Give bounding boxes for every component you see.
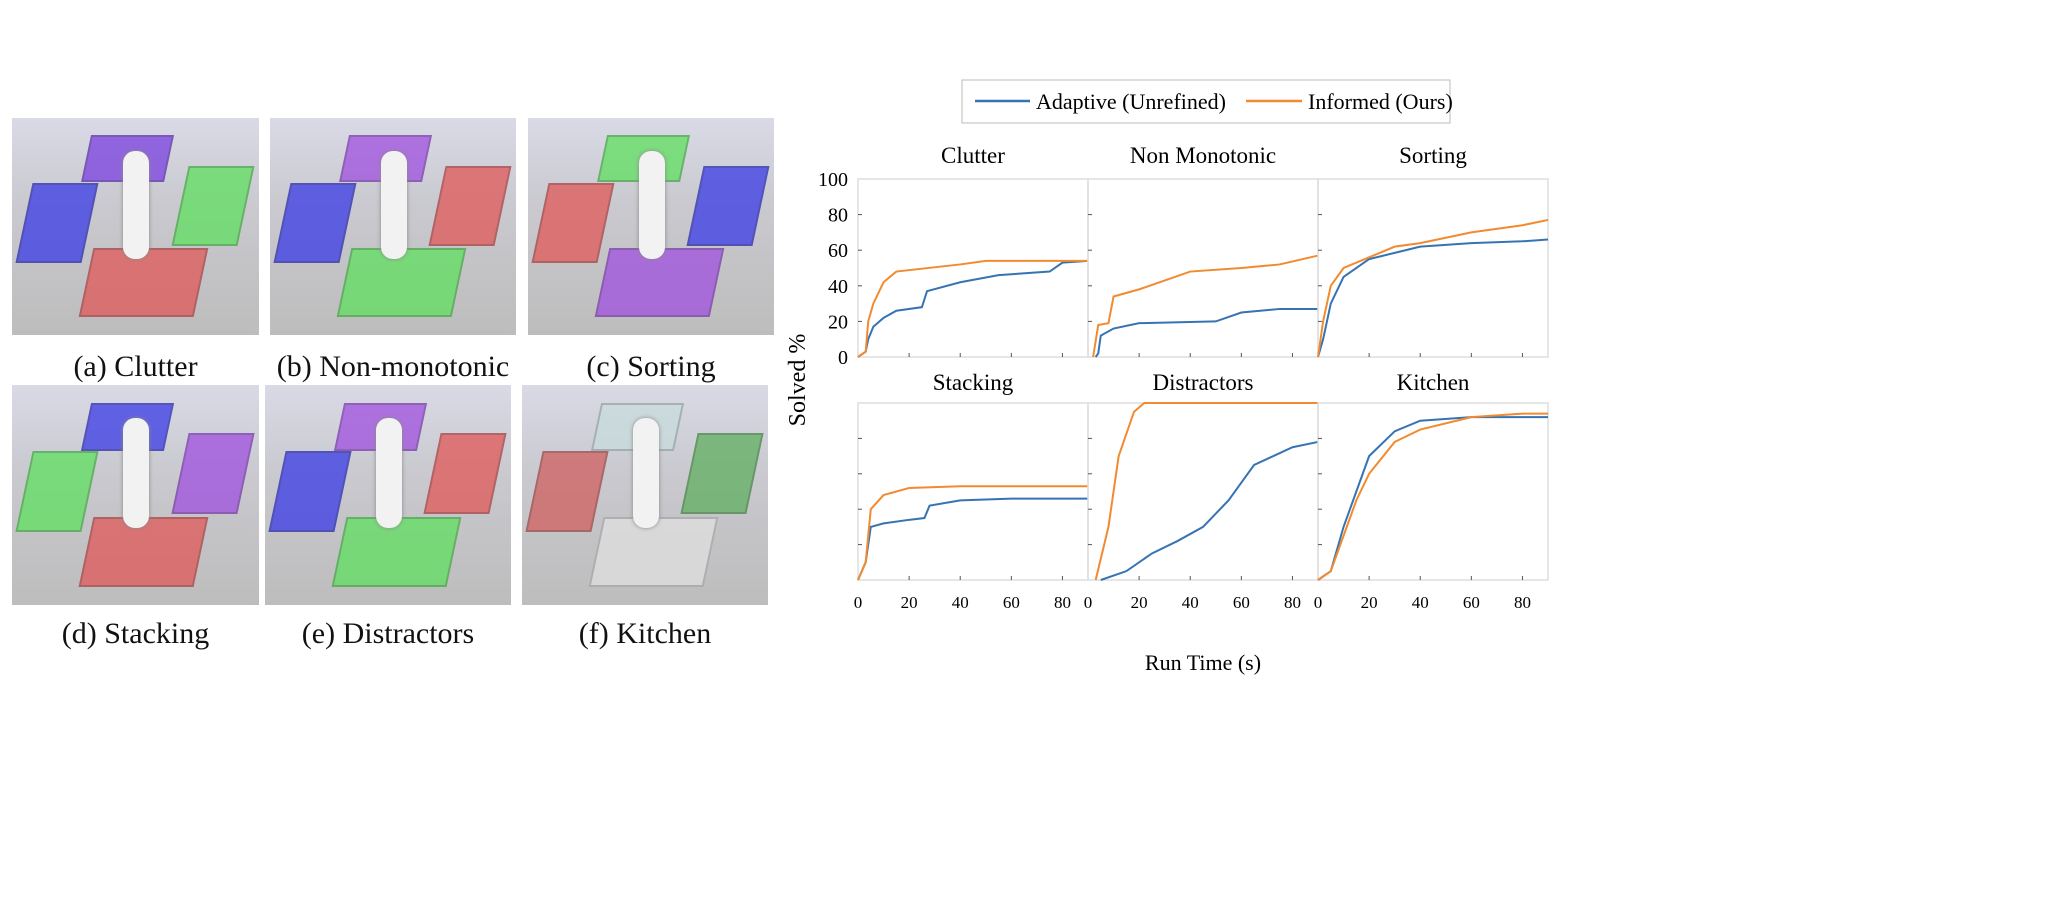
panel-title: Kitchen — [1397, 370, 1470, 395]
scene-caption: (c) Sorting — [586, 350, 716, 383]
panel-frame — [1087, 402, 1319, 581]
robot-arm — [638, 150, 665, 260]
y-tick-label: 60 — [828, 240, 848, 262]
scene-image — [522, 385, 768, 605]
scene-caption: (b) Non-monotonic — [276, 350, 510, 383]
series-line-informed — [857, 259, 1088, 358]
scene-caption: (d) Stacking — [61, 617, 210, 650]
series-line-adaptive — [1100, 440, 1319, 581]
y-axis-label: Solved % — [785, 334, 811, 427]
y-tick-label: 100 — [818, 169, 848, 191]
x-tick-label: 40 — [1412, 593, 1429, 612]
series-line-adaptive — [1317, 416, 1548, 581]
x-tick-label: 0 — [1314, 593, 1323, 612]
x-tick-label: 40 — [1182, 593, 1199, 612]
series-line-informed — [1317, 218, 1549, 358]
panel-title: Non Monotonic — [1130, 143, 1276, 168]
scene-image — [528, 118, 774, 335]
panel-frame — [857, 402, 1089, 581]
scene-image — [265, 385, 511, 605]
robot-arm — [375, 418, 402, 528]
scene-image — [270, 118, 516, 335]
x-tick-label: 0 — [854, 593, 863, 612]
panel-frame — [1087, 178, 1319, 358]
panel-title: Stacking — [933, 370, 1014, 395]
legend-label-adaptive: Adaptive (Unrefined) — [1036, 89, 1226, 114]
series-line-informed — [1094, 402, 1318, 581]
legend-label-informed: Informed (Ours) — [1308, 89, 1453, 114]
scene-caption: (f) Kitchen — [578, 617, 712, 650]
x-tick-label: 20 — [1361, 593, 1378, 612]
series-line-adaptive — [857, 497, 1088, 581]
series-line-informed — [1317, 412, 1548, 581]
robot-arm — [632, 418, 659, 528]
series-line-adaptive — [1317, 238, 1549, 358]
scene-caption: (a) Clutter — [73, 350, 198, 383]
panel-title: Distractors — [1153, 370, 1254, 395]
series-line-informed — [857, 485, 1088, 581]
x-axis-label: Run Time (s) — [1145, 650, 1261, 675]
x-tick-label: 60 — [1003, 593, 1020, 612]
series-line-adaptive — [1094, 307, 1318, 358]
panel-title: Clutter — [941, 143, 1005, 168]
x-tick-label: 60 — [1463, 593, 1480, 612]
x-tick-label: 80 — [1054, 593, 1071, 612]
scene-caption: (e) Distractors — [301, 617, 475, 650]
panel-frame — [1317, 402, 1549, 581]
panel-frame — [1317, 178, 1549, 358]
x-tick-label: 80 — [1514, 593, 1531, 612]
scene-image — [12, 385, 259, 605]
robot-arm — [123, 418, 150, 528]
robot-arm — [380, 150, 407, 260]
series-line-informed — [1092, 254, 1319, 358]
robot-arm — [123, 150, 150, 260]
x-tick-label: 20 — [1131, 593, 1148, 612]
series-line-adaptive — [857, 259, 1089, 358]
y-tick-label: 20 — [828, 311, 848, 333]
y-tick-label: 0 — [838, 347, 848, 369]
y-tick-label: 40 — [828, 276, 848, 298]
legend-box — [961, 79, 1451, 124]
x-tick-label: 20 — [901, 593, 918, 612]
x-tick-label: 0 — [1084, 593, 1093, 612]
scene-image — [12, 118, 259, 335]
panel-title: Sorting — [1399, 143, 1467, 168]
x-tick-label: 40 — [952, 593, 969, 612]
x-tick-label: 60 — [1233, 593, 1250, 612]
x-tick-label: 80 — [1284, 593, 1301, 612]
y-tick-label: 80 — [828, 205, 848, 227]
